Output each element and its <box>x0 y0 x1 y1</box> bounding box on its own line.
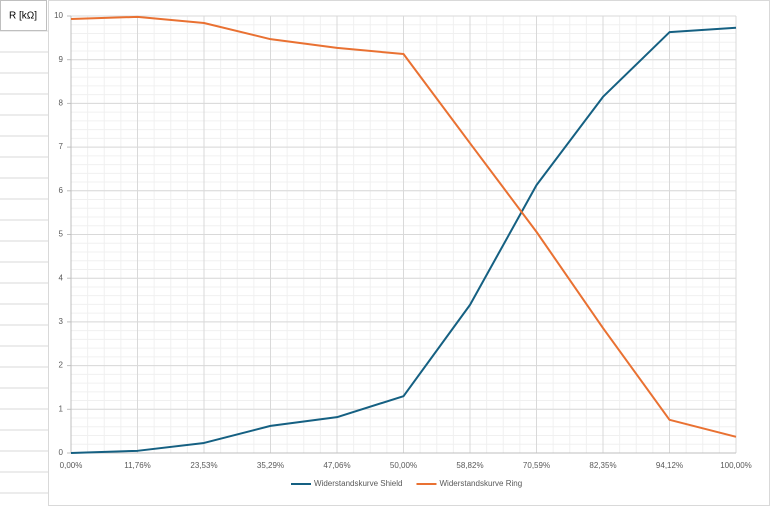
x-tick-label: 0,00% <box>60 461 83 470</box>
y-tick-label: 7 <box>59 142 64 151</box>
y-tick-label: 6 <box>59 186 64 195</box>
y-tick-label: 10 <box>54 11 63 20</box>
y-tick-label: 5 <box>59 230 64 239</box>
x-tick-label: 94,12% <box>656 461 683 470</box>
series-line <box>70 26 737 454</box>
sheet-grid <box>0 30 48 494</box>
x-tick-label: 100,00% <box>720 461 752 470</box>
y-tick-label: 8 <box>59 99 64 108</box>
x-tick-label: 23,53% <box>190 461 217 470</box>
y-tick-label: 3 <box>59 317 64 326</box>
y-tick-label: 1 <box>59 404 64 413</box>
x-tick-label: 47,06% <box>323 461 350 470</box>
series-line <box>70 15 737 438</box>
x-tick-label: 11,76% <box>124 461 151 470</box>
y-tick-label: 4 <box>59 273 64 282</box>
y-tick-label: 9 <box>59 55 64 64</box>
x-tick-label: 70,59% <box>523 461 550 470</box>
x-tick-label: 50,00% <box>390 461 417 470</box>
cell-label: R [kΩ] <box>9 11 37 22</box>
legend-label: Widerstandskurve Shield <box>314 479 402 488</box>
x-tick-label: 35,29% <box>257 461 284 470</box>
x-tick-label: 82,35% <box>589 461 616 470</box>
chart-area <box>48 0 770 506</box>
legend-label: Widerstandskurve Ring <box>439 479 522 488</box>
y-tick-label: 2 <box>59 361 64 370</box>
y-tick-label: 0 <box>59 448 64 457</box>
x-tick-label: 58,82% <box>456 461 483 470</box>
cell <box>0 0 47 31</box>
